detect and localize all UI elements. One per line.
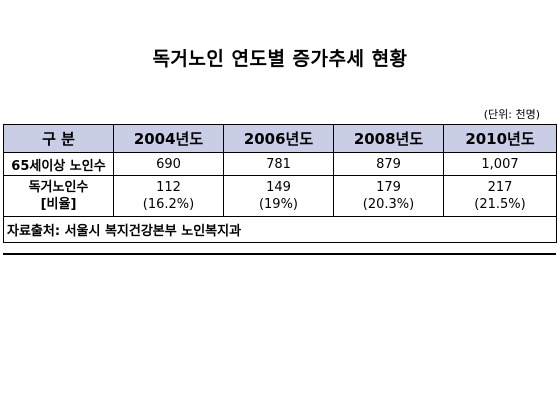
table-row: 독거노인수 [비율] 112 (16.2%) 149 (19%) 179 (20… [3,175,557,217]
cell-elderly-2008: 879 [333,152,444,176]
cell-elderly-2006: 781 [223,152,334,176]
cell-alone-2008: 179 (20.3%) [333,175,444,217]
row-label-elderly-population: 65세이상 노인수 [3,152,114,176]
cell-value: 217 [487,180,513,195]
page-title: 독거노인 연도별 증가추세 현황 [152,48,408,70]
column-header-2006: 2006년도 [223,124,334,153]
cell-alone-2010: 217 (21.5%) [443,175,557,217]
column-header-2008: 2008년도 [333,124,444,153]
cell-value: 149 [266,180,291,195]
cell-ratio: (20.3%) [362,197,415,212]
cell-elderly-2004: 690 [113,152,224,176]
row-label-living-alone: 독거노인수 [비율] [3,175,114,217]
cell-elderly-2010: 1,007 [443,152,557,176]
column-header-category: 구 분 [3,124,114,153]
unit-note: (단위: 천명) [483,108,540,121]
table-row: 65세이상 노인수 690 781 879 1,007 [3,152,557,176]
source-note: 자료출처: 서울시 복지건강본부 노인복지과 [3,216,557,243]
cell-value: 179 [376,180,401,195]
source-row: 자료출처: 서울시 복지건강본부 노인복지과 [3,216,557,243]
cell-alone-2004: 112 (16.2%) [113,175,224,217]
cell-ratio: (16.2%) [142,197,195,212]
row-label-line: [비율] [40,197,77,212]
cell-ratio: (19%) [258,197,299,212]
column-header-2010: 2010년도 [443,124,557,153]
cell-ratio: (21.5%) [474,197,526,212]
cell-alone-2006: 149 (19%) [223,175,334,217]
table-bottom-rule [3,253,556,255]
table-header-row: 구 분 2004년도 2006년도 2008년도 2010년도 [3,124,557,153]
row-label-line: 독거노인수 [28,180,89,195]
column-header-2004: 2004년도 [113,124,224,153]
cell-value: 112 [156,180,181,195]
statistics-table: 구 분 2004년도 2006년도 2008년도 2010년도 65세이상 노인… [3,124,557,243]
